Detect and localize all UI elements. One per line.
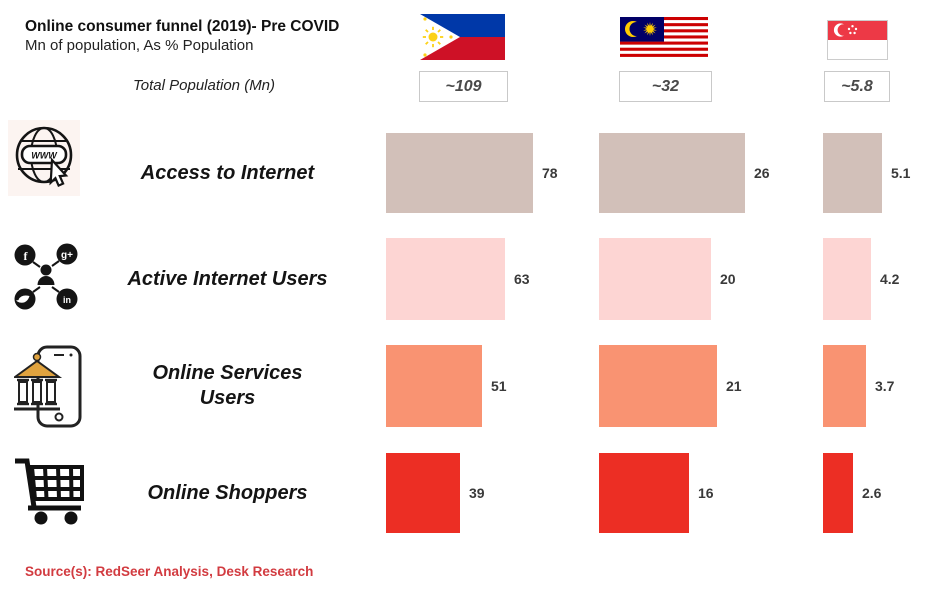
svg-text:in: in bbox=[63, 295, 71, 305]
funnel-bar-group: 26 bbox=[599, 133, 770, 213]
bar-value-label: 2.6 bbox=[862, 485, 882, 501]
funnel-bar bbox=[386, 345, 482, 427]
singapore-flag-icon bbox=[827, 20, 888, 60]
population-value-text: ~5.8 bbox=[841, 77, 873, 95]
funnel-bar-group: 39 bbox=[386, 453, 485, 533]
svg-text:g+: g+ bbox=[61, 250, 73, 261]
funnel-bar bbox=[599, 133, 745, 213]
source-note: Source(s): RedSeer Analysis, Desk Resear… bbox=[25, 564, 314, 579]
population-value-text: ~32 bbox=[651, 77, 680, 95]
malaysia-flag-icon bbox=[620, 17, 708, 60]
bar-value-label: 26 bbox=[754, 165, 770, 181]
funnel-bar bbox=[386, 453, 460, 533]
funnel-stage-row-online-shoppers: Online Shoppers bbox=[0, 453, 380, 533]
bar-value-label: 63 bbox=[514, 271, 530, 287]
bar-value-label: 4.2 bbox=[880, 271, 900, 287]
funnel-bar bbox=[823, 238, 871, 320]
page-subtitle: Mn of population, As % Population bbox=[25, 37, 254, 54]
funnel-bar-group: 20 bbox=[599, 238, 736, 320]
stage-label: Access to Internet bbox=[140, 161, 315, 184]
bar-value-label: 78 bbox=[542, 165, 558, 181]
shopping-cart-icon bbox=[12, 454, 84, 526]
population-value-philippines: ~109 bbox=[419, 71, 508, 102]
population-value-text: ~109 bbox=[445, 77, 482, 95]
bar-value-label: 20 bbox=[720, 271, 736, 287]
population-value-malaysia: ~32 bbox=[619, 71, 712, 102]
funnel-bar-group: 3.7 bbox=[823, 345, 894, 427]
globe-www-cursor-icon: WWW bbox=[8, 120, 80, 196]
funnel-bar bbox=[823, 453, 853, 533]
bar-value-label: 39 bbox=[469, 485, 485, 501]
bar-value-label: 3.7 bbox=[875, 378, 895, 394]
social-network-icon: f g+ in bbox=[14, 242, 78, 312]
funnel-bar bbox=[823, 133, 882, 213]
bar-value-label: 21 bbox=[726, 378, 742, 394]
page-title: Online consumer funnel (2019)- Pre COVID bbox=[25, 18, 340, 35]
funnel-bar-group: 2.6 bbox=[823, 453, 881, 533]
svg-text:WWW: WWW bbox=[31, 151, 58, 161]
funnel-stage-row-access: WWW Access to Internet bbox=[0, 120, 380, 213]
funnel-bar-group: 78 bbox=[386, 133, 558, 213]
philippines-flag-icon bbox=[420, 14, 505, 60]
funnel-bar bbox=[386, 133, 533, 213]
stage-label: Active Internet Users bbox=[127, 267, 328, 290]
funnel-bar bbox=[599, 453, 689, 533]
funnel-bar-group: 4.2 bbox=[823, 238, 899, 320]
funnel-bar bbox=[823, 345, 866, 427]
funnel-bar bbox=[599, 345, 717, 427]
bar-value-label: 51 bbox=[491, 378, 507, 394]
funnel-bar-group: 51 bbox=[386, 345, 507, 427]
stage-label: Online Services Users bbox=[152, 362, 303, 409]
funnel-bar-group: 16 bbox=[599, 453, 714, 533]
funnel-bar bbox=[599, 238, 711, 320]
funnel-bar-group: 63 bbox=[386, 238, 530, 320]
funnel-bar bbox=[386, 238, 505, 320]
funnel-stage-row-active-users: f g+ in Active Internet Users bbox=[0, 238, 380, 320]
bar-value-label: 16 bbox=[698, 485, 714, 501]
total-population-label: Total Population (Mn) bbox=[133, 77, 276, 94]
stage-label: Online Shoppers bbox=[147, 481, 308, 504]
funnel-bar-group: 21 bbox=[599, 345, 742, 427]
svg-text:f: f bbox=[24, 249, 29, 263]
funnel-stage-row-online-services: Online Services Users bbox=[0, 344, 380, 429]
population-value-singapore: ~5.8 bbox=[824, 71, 890, 102]
bar-value-label: 5.1 bbox=[891, 165, 911, 181]
mobile-banking-icon bbox=[11, 344, 82, 429]
funnel-bar-group: 5.1 bbox=[823, 133, 910, 213]
